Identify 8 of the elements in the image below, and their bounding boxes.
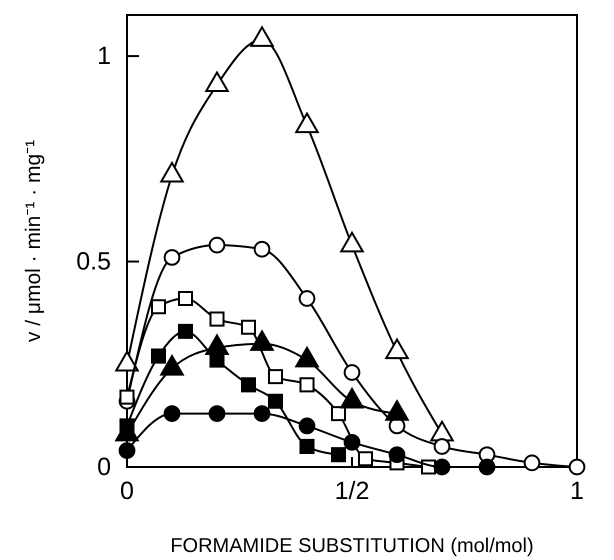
x-tick-label: 1/2 [334, 476, 370, 505]
x-tick-label: 1 [570, 476, 584, 505]
y-axis-title: v / μmol · min⁻¹ · mg⁻¹ [22, 140, 45, 342]
x-axis-title: FORMAMIDE SUBSTITUTION (mol/mol) [170, 535, 534, 557]
y-tick-label: 1 [97, 42, 111, 70]
y-tick-label: 0 [97, 453, 111, 481]
y-tick-label: 0.5 [76, 248, 111, 276]
x-tick-label: 0 [120, 476, 134, 505]
